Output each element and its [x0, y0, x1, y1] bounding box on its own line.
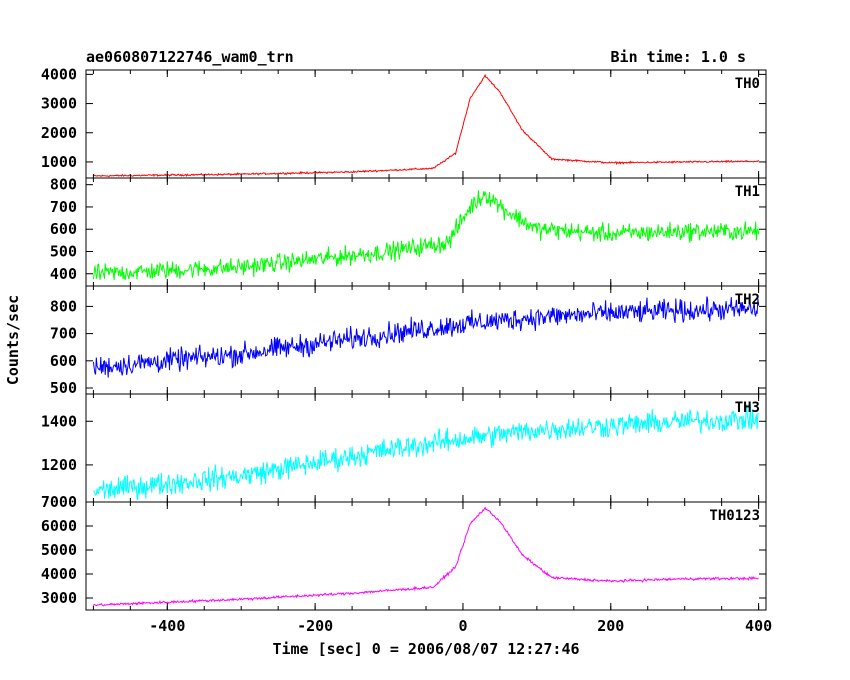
panel-label-th0: TH0: [735, 76, 760, 92]
chart-title: ae060807122746_wam0_trn: [86, 48, 294, 66]
y-tick-label-th0123: 5000: [41, 541, 77, 559]
y-tick-label-th0123: 4000: [41, 565, 77, 583]
y-tick-label-th0123: 6000: [41, 517, 77, 535]
series-line-th1: [92, 190, 760, 281]
panel-label-th3: TH3: [735, 400, 760, 416]
bin-time-label: Bin time: 1.0 s: [611, 48, 746, 66]
series-line-th3: [93, 404, 759, 501]
panel-frame-th0123: [85, 501, 767, 611]
x-tick-label: -400: [149, 617, 185, 635]
y-tick-label-th0123: 3000: [41, 589, 77, 607]
x-tick-label: 0: [458, 617, 467, 635]
y-tick-label-th0: 3000: [41, 95, 77, 113]
panel-frame-th0: [85, 69, 767, 179]
y-axis-label: Counts/sec: [4, 295, 22, 385]
y-tick-label-th2: 700: [50, 325, 77, 343]
y-tick-label-th1: 700: [50, 198, 77, 216]
y-tick-label-th3: 1200: [41, 456, 77, 474]
y-tick-label-th3: 1400: [41, 412, 77, 430]
x-tick-label: 200: [597, 617, 624, 635]
y-tick-label-th2: 600: [50, 352, 77, 370]
y-tick-label-th0123: 7000: [41, 493, 77, 511]
x-tick-label: 400: [745, 617, 772, 635]
series-line-th0: [93, 73, 760, 178]
y-tick-label-th1: 400: [50, 265, 77, 283]
y-tick-label-th2: 500: [50, 379, 77, 397]
y-tick-label-th1: 600: [50, 220, 77, 238]
panel-label-th0123: TH0123: [709, 508, 760, 524]
panel-label-th2: TH2: [735, 292, 760, 308]
y-tick-label-th0: 2000: [41, 124, 77, 142]
x-axis-label: Time [sec] 0 = 2006/08/07 12:27:46: [272, 640, 579, 658]
y-tick-label-th0: 1000: [41, 153, 77, 171]
panel-label-th1: TH1: [735, 184, 760, 200]
y-tick-label-th0: 4000: [41, 65, 77, 83]
series-line-th2: [92, 296, 760, 378]
x-tick-label: -200: [297, 617, 333, 635]
y-tick-label-th1: 800: [50, 176, 77, 194]
y-tick-label-th1: 500: [50, 242, 77, 260]
series-line-th0123: [92, 506, 759, 607]
y-tick-label-th2: 800: [50, 297, 77, 315]
